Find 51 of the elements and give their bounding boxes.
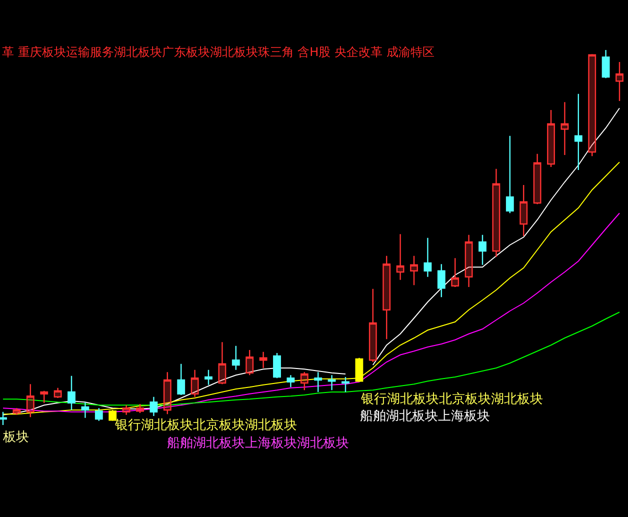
candlestick xyxy=(68,375,76,411)
candlestick xyxy=(122,404,130,416)
candlestick xyxy=(177,363,186,396)
candlestick xyxy=(246,349,254,376)
candlestick xyxy=(424,237,432,278)
candlestick xyxy=(328,374,336,391)
candlestick xyxy=(396,234,404,280)
candlestick xyxy=(506,135,514,214)
candlestick xyxy=(368,288,377,363)
candlestick xyxy=(314,372,322,393)
candlestick xyxy=(451,258,460,288)
candlestick xyxy=(163,372,172,415)
candlestick xyxy=(478,234,486,266)
candlestick xyxy=(300,372,308,391)
candlestick xyxy=(136,403,144,414)
candlestick xyxy=(382,255,391,340)
candlestick xyxy=(259,351,268,369)
candlestick xyxy=(464,234,473,288)
candlestick xyxy=(232,345,240,370)
candlestick xyxy=(574,93,582,171)
candlestick xyxy=(218,342,226,385)
candlestick xyxy=(54,387,62,399)
candlestick xyxy=(602,49,610,79)
candlestick xyxy=(560,102,569,156)
annotation: 银行湖北板块北京板块湖北板块 xyxy=(114,418,297,433)
annotation: 船舶湖北板块上海板块 xyxy=(360,409,490,424)
candlestick xyxy=(273,352,281,379)
text: 船舶湖北板块上海板块湖北板块 xyxy=(167,436,349,451)
candlestick xyxy=(616,61,624,102)
candlestick xyxy=(0,411,7,426)
candlestick xyxy=(355,357,364,382)
candlestick xyxy=(437,264,446,298)
candlestick xyxy=(81,402,90,418)
candlestick xyxy=(547,109,555,168)
candlestick xyxy=(150,396,158,417)
candlestick xyxy=(286,374,295,388)
candlestick xyxy=(190,369,199,398)
candlestick xyxy=(40,390,48,404)
annotation: 银行湖北板块北京板块湖北板块 xyxy=(360,392,543,407)
candlestick xyxy=(12,408,21,416)
candlestick xyxy=(26,384,34,418)
candlestick xyxy=(492,168,500,258)
annotation: 革 重庆板块运输服务湖北板块广东板块湖北板块珠三角 含H股 央企改革 成渝特区 xyxy=(2,45,434,59)
text: 板块 xyxy=(2,430,29,445)
candlestick xyxy=(94,408,103,422)
candlestick xyxy=(410,255,418,286)
candlestick xyxy=(588,54,596,157)
candlestick xyxy=(342,376,350,393)
candlestick xyxy=(520,184,528,237)
candlestick xyxy=(533,153,542,205)
candlestick xyxy=(204,369,212,386)
